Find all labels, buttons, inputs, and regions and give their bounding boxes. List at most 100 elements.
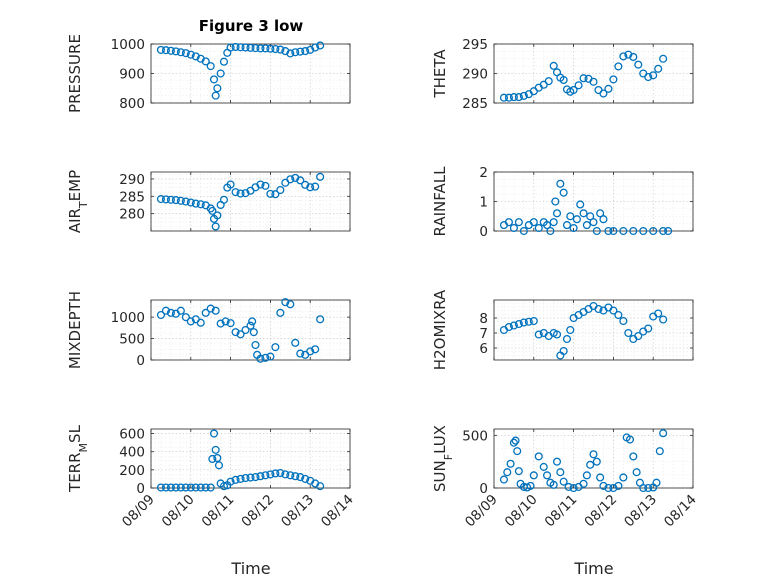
data-point <box>166 46 175 55</box>
data-point <box>654 309 663 318</box>
data-point <box>664 226 673 236</box>
y-tick-label: 500 <box>462 428 488 444</box>
data-point <box>556 179 565 188</box>
data-point <box>176 196 185 205</box>
data-point <box>579 479 588 488</box>
data-point <box>579 74 588 83</box>
data-point <box>213 84 222 93</box>
data-point <box>629 226 638 236</box>
data-point <box>281 47 290 56</box>
data-point <box>181 49 190 58</box>
data-point <box>161 306 170 315</box>
data-point <box>166 308 175 317</box>
y-tick-label: 295 <box>462 37 488 53</box>
data-point <box>261 44 270 53</box>
data-point <box>549 61 558 70</box>
y-tick-label: 6 <box>479 341 488 357</box>
axes-box <box>493 428 694 489</box>
data-point <box>256 354 265 363</box>
data-point <box>549 480 558 489</box>
data-point <box>286 471 295 480</box>
x-tick-label: 08/11 <box>199 492 238 531</box>
data-point <box>625 435 635 444</box>
data-point <box>559 188 568 197</box>
data-point <box>655 447 664 456</box>
data-point <box>209 75 219 84</box>
data-point <box>206 483 215 492</box>
data-point <box>211 222 220 231</box>
x-tick-label: 08/11 <box>542 492 581 531</box>
data-point <box>576 200 585 209</box>
data-point <box>156 483 166 492</box>
data-point <box>214 461 224 470</box>
data-point <box>196 483 205 492</box>
data-point <box>221 317 230 326</box>
x-axis-label-right: Time <box>573 559 613 578</box>
y-tick-label: 8 <box>479 311 488 327</box>
data-point <box>604 84 613 93</box>
data-point <box>526 481 535 490</box>
data-point <box>514 467 523 476</box>
data-point <box>562 334 572 344</box>
data-point <box>226 180 235 189</box>
axes-box <box>150 428 351 489</box>
data-point <box>216 69 225 78</box>
data-point <box>161 483 170 492</box>
data-point <box>256 44 265 53</box>
data-point <box>559 346 568 356</box>
data-point <box>266 44 275 53</box>
data-point <box>281 470 290 479</box>
data-point <box>589 77 598 86</box>
data-point <box>209 429 219 438</box>
data-point <box>552 209 562 218</box>
data-point <box>236 474 245 483</box>
data-point <box>659 226 668 236</box>
data-point <box>181 197 190 206</box>
data-point <box>604 226 613 236</box>
y-axis-label: SUNFLUX <box>431 425 455 492</box>
data-point <box>271 343 280 352</box>
data-point <box>256 472 265 481</box>
data-point <box>226 477 235 486</box>
data-point <box>246 43 255 52</box>
data-point <box>213 453 222 463</box>
data-point <box>572 215 581 224</box>
data-point <box>529 471 538 480</box>
data-point <box>276 185 285 195</box>
data-point <box>261 181 270 190</box>
data-point <box>529 218 538 227</box>
data-point <box>634 331 643 341</box>
data-point <box>596 473 605 482</box>
data-point <box>644 72 653 82</box>
x-tick-label: 08/14 <box>661 492 700 531</box>
data-point <box>569 224 578 233</box>
y-axis-label: TERRMSL <box>66 424 90 493</box>
data-point <box>509 93 518 102</box>
data-point <box>552 457 562 466</box>
data-point <box>231 328 240 337</box>
x-axis-label-left: Time <box>230 559 270 578</box>
x-tick-label: 08/13 <box>621 492 660 531</box>
data-point <box>296 47 305 56</box>
data-point <box>166 483 175 492</box>
data-point <box>271 44 280 54</box>
data-point <box>311 182 320 191</box>
data-point <box>261 353 270 362</box>
data-point <box>596 209 605 218</box>
data-point <box>271 190 280 199</box>
data-point <box>311 345 320 354</box>
data-point <box>504 218 513 227</box>
data-point <box>208 454 217 464</box>
data-point <box>276 468 285 478</box>
data-point <box>546 226 555 236</box>
data-point <box>286 300 295 309</box>
y-tick-label: 0 <box>479 481 488 497</box>
data-point <box>219 195 229 204</box>
data-point <box>291 48 300 57</box>
data-point <box>249 328 258 337</box>
data-point <box>236 43 245 52</box>
data-point <box>599 89 608 98</box>
data-point <box>511 436 520 445</box>
data-point <box>551 197 560 206</box>
y-tick-label: 0 <box>136 353 145 369</box>
